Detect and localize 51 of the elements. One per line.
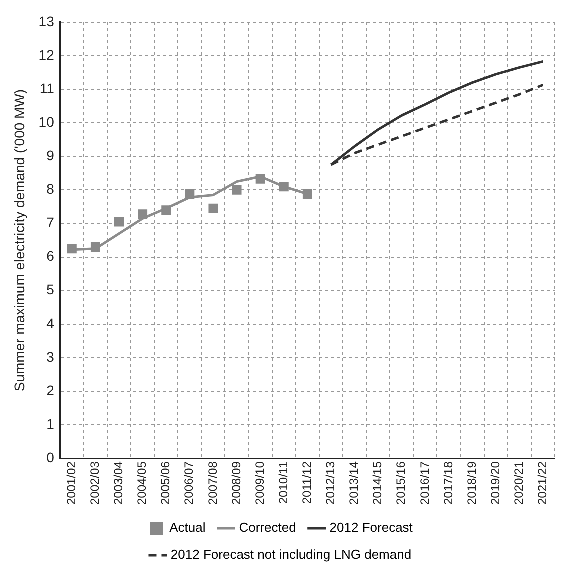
x-tick-label: 2020/21	[512, 461, 526, 506]
x-tick-label: 2015/16	[394, 461, 408, 506]
x-tick-label: 2021/22	[536, 461, 550, 506]
x-tick-label: 2014/15	[370, 461, 385, 506]
x-tick-label: 2019/20	[488, 461, 502, 506]
x-tick-label: 2001/02	[64, 461, 78, 506]
x-tick-label: 2011/12	[300, 461, 314, 504]
x-tick-label: 2008/09	[229, 461, 244, 506]
y-tick-label: 7	[46, 214, 55, 231]
y-tick-label: 3	[46, 348, 55, 365]
y-tick-label: 2	[46, 382, 55, 398]
y-tick-label: 9	[46, 147, 55, 164]
x-tick-label: 2009/10	[252, 461, 267, 506]
legend-label: Actual	[170, 520, 206, 536]
x-tick-label: 2005/06	[158, 461, 173, 506]
x-tick-label: 2010/11	[276, 461, 290, 504]
x-tick-label: 2007/08	[206, 461, 220, 506]
x-tick-label: 2013/14	[347, 461, 362, 506]
y-tick-label: 12	[38, 46, 55, 63]
y-tick-label: 11	[40, 80, 55, 96]
x-tick-label: 2018/19	[464, 461, 479, 506]
point	[90, 242, 100, 252]
point	[232, 185, 242, 195]
x-tick-label: 2004/05	[135, 461, 150, 506]
y-tick-label: 8	[46, 181, 55, 198]
y-tick-label: 10	[38, 114, 55, 130]
y-tick-label: 1	[46, 416, 55, 432]
legend-label: Corrected	[239, 520, 296, 536]
point	[185, 189, 195, 199]
y-axis-title: Summer maximum electricity demand ('000 MW)	[11, 89, 28, 392]
x-tick-label: 2002/03	[88, 461, 102, 506]
point	[138, 210, 148, 220]
x-tick-label: 2006/07	[182, 461, 196, 506]
x-tick-label: 2003/04	[112, 461, 126, 506]
point	[279, 182, 289, 192]
y-tick-label: 4	[46, 315, 55, 332]
point	[208, 204, 218, 214]
point	[67, 244, 77, 254]
legend-label: 2012 Forecast	[330, 520, 414, 536]
y-tick-label: 13	[38, 13, 55, 30]
x-tick-label: 2012/13	[324, 461, 338, 506]
point	[302, 189, 312, 199]
point	[114, 217, 124, 227]
y-tick-label: 6	[46, 248, 55, 264]
y-tick-label: 0	[46, 449, 55, 466]
point	[256, 174, 266, 184]
legend-label: 2012 Forecast not including LNG demand	[170, 547, 412, 562]
x-tick-label: 2016/17	[418, 461, 432, 506]
point	[162, 206, 172, 216]
x-tick-label: 2017/18	[441, 461, 456, 506]
y-tick-label: 5	[46, 282, 55, 298]
